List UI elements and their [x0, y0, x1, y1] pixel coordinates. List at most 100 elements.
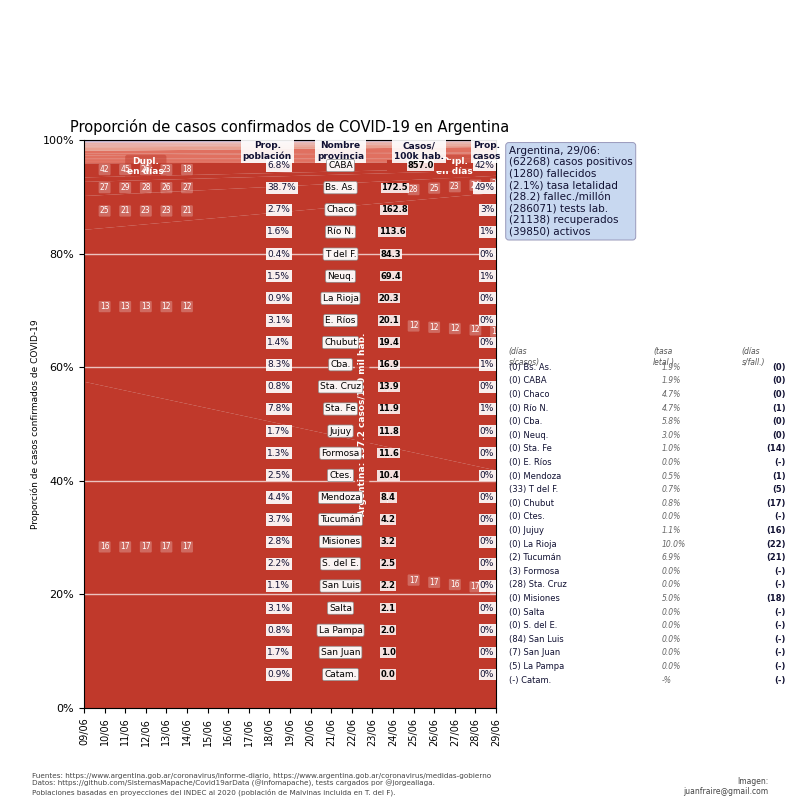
Text: 1.7%: 1.7%	[267, 648, 290, 657]
Text: 23: 23	[141, 206, 150, 215]
Text: 26: 26	[162, 183, 171, 192]
Text: 24: 24	[491, 179, 501, 188]
Text: 18: 18	[182, 165, 192, 174]
Text: (7) San Juan: (7) San Juan	[509, 649, 560, 658]
Text: (0) Jujuy: (0) Jujuy	[509, 526, 544, 535]
FancyBboxPatch shape	[387, 338, 388, 348]
Text: 0%: 0%	[480, 559, 494, 568]
Text: 21: 21	[121, 206, 130, 215]
Text: 0.0%: 0.0%	[662, 608, 682, 617]
Text: 1.9%: 1.9%	[662, 376, 682, 386]
Text: (14): (14)	[766, 444, 786, 454]
Text: 162.8: 162.8	[381, 206, 407, 214]
Text: (33) T del F.: (33) T del F.	[509, 485, 558, 494]
Text: (-): (-)	[774, 662, 786, 671]
Text: S. del E.: S. del E.	[322, 559, 359, 568]
Text: 3.7%: 3.7%	[267, 515, 290, 524]
Text: Prop.
casos: Prop. casos	[473, 141, 501, 161]
Text: (0) Río N.: (0) Río N.	[509, 403, 548, 413]
Text: 0.0%: 0.0%	[662, 662, 682, 671]
Text: 12: 12	[430, 322, 439, 332]
Text: Catam.: Catam.	[324, 670, 357, 679]
Text: (-): (-)	[774, 512, 786, 522]
Text: 11.9: 11.9	[378, 405, 399, 414]
Text: 0%: 0%	[480, 582, 494, 590]
Text: 12: 12	[409, 322, 418, 330]
Text: (3) Formosa: (3) Formosa	[509, 567, 559, 576]
FancyBboxPatch shape	[387, 271, 392, 282]
Text: 0%: 0%	[480, 604, 494, 613]
Text: (0): (0)	[772, 390, 786, 399]
Text: 0.8%: 0.8%	[662, 498, 682, 508]
Text: Ctes.: Ctes.	[329, 471, 352, 480]
Text: 1.0: 1.0	[381, 648, 395, 657]
FancyBboxPatch shape	[387, 227, 395, 237]
Text: 20.3: 20.3	[378, 294, 399, 303]
Text: (0) Neuq.: (0) Neuq.	[509, 430, 548, 440]
Text: 16.9: 16.9	[378, 360, 399, 370]
Text: 42%: 42%	[474, 161, 494, 170]
Text: 113.6: 113.6	[379, 227, 406, 237]
Text: (1): (1)	[772, 403, 786, 413]
Text: 0.0%: 0.0%	[662, 567, 682, 576]
Text: Nombre
provincia: Nombre provincia	[317, 141, 364, 161]
Text: 69.4: 69.4	[380, 272, 401, 281]
Text: 3.2: 3.2	[381, 538, 396, 546]
Text: 45: 45	[120, 165, 130, 174]
Text: 1%: 1%	[480, 360, 494, 370]
Text: 1%: 1%	[480, 227, 494, 237]
Text: (2) Tucumán: (2) Tucumán	[509, 554, 561, 562]
Text: Sta. Fe: Sta. Fe	[325, 405, 356, 414]
Text: Dupl.
en días: Dupl. en días	[127, 157, 164, 177]
Text: (28) Sta. Cruz: (28) Sta. Cruz	[509, 581, 566, 590]
Text: (-): (-)	[774, 567, 786, 576]
FancyBboxPatch shape	[387, 294, 389, 303]
FancyBboxPatch shape	[387, 404, 388, 414]
Text: 17: 17	[470, 582, 480, 591]
FancyBboxPatch shape	[387, 360, 388, 370]
Text: 2.8%: 2.8%	[267, 538, 290, 546]
Text: Imagen:
juanfraire@gmail.com: Imagen: juanfraire@gmail.com	[683, 777, 768, 796]
Text: 0.0%: 0.0%	[662, 458, 682, 467]
Text: Neuq.: Neuq.	[327, 272, 354, 281]
Text: 4.2: 4.2	[381, 515, 396, 524]
Text: 2.1: 2.1	[381, 604, 396, 613]
Text: (16): (16)	[766, 526, 786, 535]
Text: 29: 29	[120, 183, 130, 192]
Text: Tucumán: Tucumán	[320, 515, 361, 524]
FancyBboxPatch shape	[387, 161, 452, 170]
Text: (0) CABA: (0) CABA	[509, 376, 546, 386]
Text: 49%: 49%	[474, 183, 494, 192]
Text: 0%: 0%	[480, 515, 494, 524]
Text: Cba.: Cba.	[330, 360, 350, 370]
Text: 12: 12	[182, 302, 192, 311]
Text: (0) Ctes.: (0) Ctes.	[509, 512, 545, 522]
Text: (0) Mendoza: (0) Mendoza	[509, 471, 561, 481]
Text: 0%: 0%	[480, 648, 494, 657]
Text: Bs. As.: Bs. As.	[326, 183, 355, 192]
Text: 19.4: 19.4	[378, 338, 399, 347]
Text: Casos/
100k hab.: Casos/ 100k hab.	[394, 141, 443, 161]
Text: San Juan: San Juan	[321, 648, 360, 657]
Text: (-): (-)	[774, 622, 786, 630]
Text: 26: 26	[141, 165, 150, 174]
FancyBboxPatch shape	[387, 448, 388, 458]
Text: (-): (-)	[774, 676, 786, 685]
Text: 17: 17	[141, 542, 150, 551]
Text: 0.0%: 0.0%	[662, 512, 682, 522]
Text: 1.5%: 1.5%	[267, 272, 290, 281]
Text: 0.0%: 0.0%	[662, 622, 682, 630]
Text: 1.6%: 1.6%	[267, 227, 290, 237]
Text: (1): (1)	[772, 471, 786, 481]
Text: 84.3: 84.3	[381, 250, 402, 258]
Text: (84) San Luis: (84) San Luis	[509, 635, 563, 644]
Text: 4.7%: 4.7%	[662, 390, 682, 399]
Text: 6.8%: 6.8%	[267, 161, 290, 170]
Text: (17): (17)	[766, 498, 786, 508]
Text: 1.1%: 1.1%	[662, 526, 682, 535]
Text: 3%: 3%	[480, 206, 494, 214]
Text: Mendoza: Mendoza	[320, 493, 361, 502]
Text: 5.8%: 5.8%	[662, 417, 682, 426]
Text: 17: 17	[120, 542, 130, 551]
Text: 17: 17	[182, 542, 192, 551]
